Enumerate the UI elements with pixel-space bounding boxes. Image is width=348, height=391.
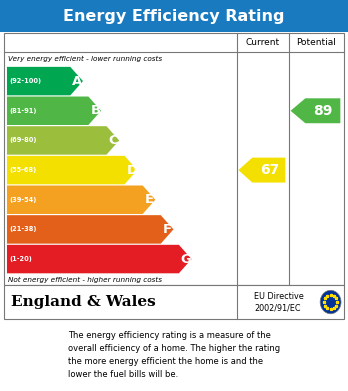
Text: E: E (144, 193, 154, 206)
Text: (21-38): (21-38) (10, 226, 37, 232)
Bar (4, 285, 344, 319)
Text: F: F (163, 223, 172, 236)
Polygon shape (7, 156, 137, 184)
Text: 89: 89 (314, 104, 333, 118)
Text: (55-68): (55-68) (10, 167, 37, 173)
Text: B: B (90, 104, 101, 117)
Polygon shape (7, 245, 191, 273)
Polygon shape (7, 67, 83, 95)
Circle shape (320, 290, 341, 314)
Bar (0, 0, 348, 32)
Text: (39-54): (39-54) (10, 197, 37, 203)
Polygon shape (7, 126, 119, 155)
Text: A: A (72, 75, 82, 88)
Text: EU Directive
2002/91/EC: EU Directive 2002/91/EC (254, 292, 304, 312)
Text: D: D (126, 163, 137, 177)
Text: 67: 67 (260, 163, 279, 177)
Text: C: C (108, 134, 118, 147)
Text: Not energy efficient - higher running costs: Not energy efficient - higher running co… (8, 277, 162, 283)
Bar (4, 33, 344, 285)
Text: G: G (181, 253, 192, 265)
Polygon shape (291, 98, 340, 123)
Polygon shape (7, 215, 173, 244)
Polygon shape (7, 185, 155, 214)
Text: England & Wales: England & Wales (11, 295, 156, 309)
Text: (81-91): (81-91) (10, 108, 37, 114)
Text: Energy Efficiency Rating: Energy Efficiency Rating (63, 9, 285, 23)
Text: (1-20): (1-20) (10, 256, 33, 262)
Text: Very energy efficient - lower running costs: Very energy efficient - lower running co… (8, 56, 162, 63)
Text: Current: Current (246, 38, 280, 47)
Polygon shape (238, 158, 285, 183)
Text: (69-80): (69-80) (10, 137, 37, 143)
Text: (92-100): (92-100) (10, 78, 42, 84)
Polygon shape (7, 97, 101, 125)
Text: The energy efficiency rating is a measure of the
overall efficiency of a home. T: The energy efficiency rating is a measur… (68, 330, 280, 379)
Text: Potential: Potential (296, 38, 336, 47)
